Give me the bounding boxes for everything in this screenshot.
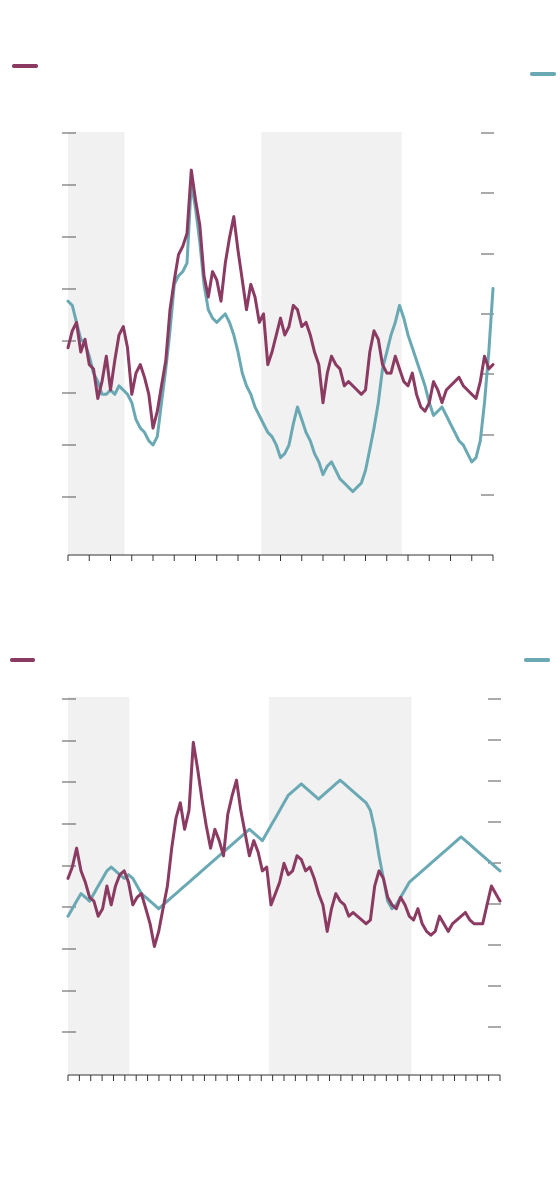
shaded-period-1: [68, 132, 125, 555]
series-a-line: [66, 168, 495, 430]
shaded-period-2: [261, 132, 402, 555]
shaded-period-2: [268, 697, 412, 1075]
chart-2: [10, 658, 550, 1081]
chart-1: [12, 64, 556, 561]
series-b-line: [66, 778, 502, 918]
series-b-line: [66, 181, 495, 494]
series-a-line: [66, 740, 502, 948]
